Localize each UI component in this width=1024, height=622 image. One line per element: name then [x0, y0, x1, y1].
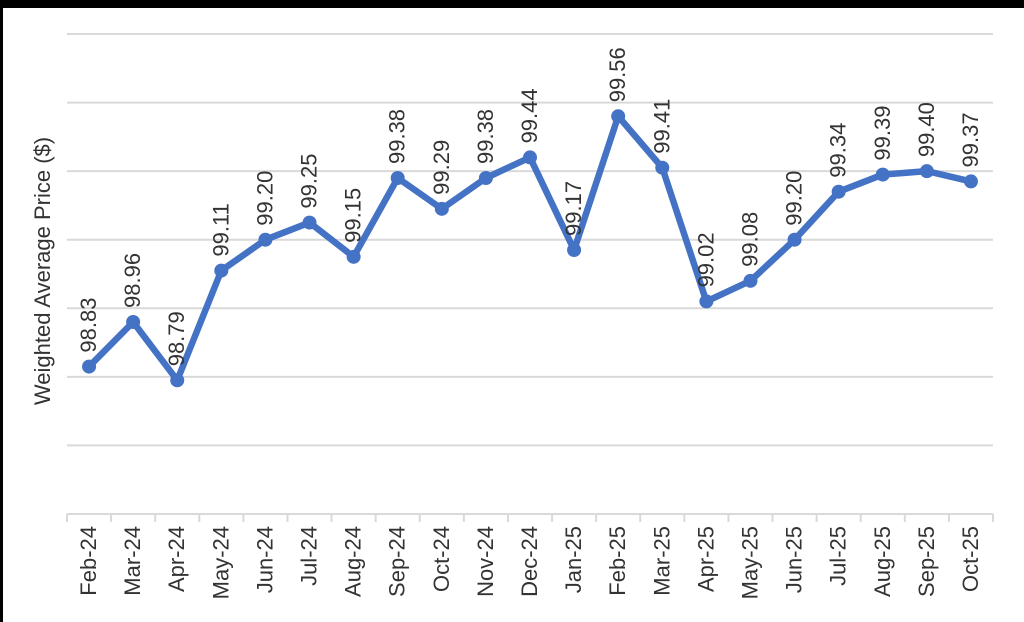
data-point-marker — [963, 174, 978, 189]
data-point-label: 99.11 — [208, 203, 233, 256]
x-axis-tick-label: Oct-25 — [958, 526, 983, 592]
data-point-marker — [258, 232, 273, 247]
data-point-label: 98.79 — [164, 311, 189, 366]
y-axis-title: Weighted Average Price ($) — [30, 137, 55, 405]
data-point-marker — [126, 315, 141, 329]
x-axis-tick-label: Apr-24 — [164, 526, 189, 592]
data-point-label: 99.37 — [958, 112, 983, 167]
data-point-marker — [787, 232, 802, 247]
data-point-label: 99.44 — [517, 88, 542, 143]
data-point-marker — [478, 171, 493, 185]
x-axis-tick-label: May-24 — [208, 526, 233, 599]
x-axis-tick-label: Sep-25 — [914, 526, 939, 597]
x-axis-tick-label: Aug-24 — [341, 526, 366, 597]
data-point-label: 99.25 — [297, 154, 322, 209]
data-point-label: 99.38 — [385, 109, 410, 164]
x-axis-tick-label: Sep-24 — [385, 526, 410, 597]
data-point-marker — [699, 294, 714, 309]
data-point-label: 98.96 — [120, 253, 145, 308]
window-top-border — [0, 0, 1024, 8]
data-labels: 98.83 98.96 98.79 99.11 99.20 99.25 99.15 99.38… — [76, 47, 983, 366]
x-axis-tick-label: Nov-24 — [473, 526, 498, 597]
data-point-marker — [875, 167, 890, 182]
data-point-marker — [523, 150, 537, 165]
x-axis-tick-label: Mar-24 — [120, 526, 145, 596]
x-axis-tick-label: Feb-24 — [76, 526, 101, 596]
data-point-marker — [567, 243, 582, 257]
data-point-label: 99.34 — [826, 123, 851, 178]
x-axis-tick-label: Aug-25 — [870, 526, 895, 597]
data-point-marker — [655, 160, 670, 175]
data-point-label: 99.39 — [870, 106, 895, 161]
data-point-label: 99.02 — [693, 232, 718, 287]
data-point-label: 99.17 — [561, 181, 586, 236]
x-axis-tick-label: Jan-25 — [561, 526, 586, 593]
gridlines — [67, 33, 993, 447]
data-point-label: 99.20 — [252, 171, 277, 226]
data-point-marker — [434, 201, 449, 216]
data-point-marker — [743, 273, 758, 288]
x-axis-labels: Feb-24 Mar-24 Apr-24 May-24 Jun-24 Jul-24 Aug-… — [76, 526, 983, 599]
x-axis — [66, 513, 994, 522]
x-axis-tick-label: Mar-25 — [649, 526, 674, 596]
x-axis-tick-label: Jul-25 — [826, 526, 851, 586]
data-point-label: 99.20 — [782, 171, 807, 226]
x-axis-tick-label: Apr-25 — [693, 526, 718, 592]
data-point-label: 99.15 — [341, 188, 366, 243]
price-series-line — [82, 109, 978, 388]
data-point-label: 99.29 — [429, 140, 454, 195]
data-point-marker — [611, 109, 626, 124]
x-axis-tick-label: Feb-25 — [605, 526, 630, 596]
data-point-marker — [170, 373, 185, 388]
x-axis-tick-label: Oct-24 — [429, 526, 454, 592]
data-point-label: 99.08 — [737, 212, 762, 267]
data-point-marker — [82, 359, 97, 374]
data-point-label: 99.56 — [605, 47, 630, 102]
data-point-marker — [390, 171, 405, 185]
data-point-label: 99.40 — [914, 102, 939, 157]
data-point-marker — [302, 215, 317, 230]
data-point-marker — [346, 249, 361, 264]
x-axis-tick-label: Jun-24 — [252, 526, 277, 593]
data-point-marker — [919, 164, 934, 179]
data-point-label: 99.38 — [473, 109, 498, 164]
data-point-label: 98.83 — [76, 298, 101, 353]
data-point-label: 99.41 — [649, 99, 674, 154]
x-axis-tick-label: May-25 — [737, 526, 762, 599]
x-axis-tick-label: Jul-24 — [297, 526, 322, 586]
data-point-marker — [214, 263, 229, 278]
window-left-border — [0, 0, 3, 622]
x-axis-tick-label: Jun-25 — [782, 526, 807, 593]
x-axis-tick-label: Dec-24 — [517, 526, 542, 597]
data-point-marker — [831, 184, 846, 199]
